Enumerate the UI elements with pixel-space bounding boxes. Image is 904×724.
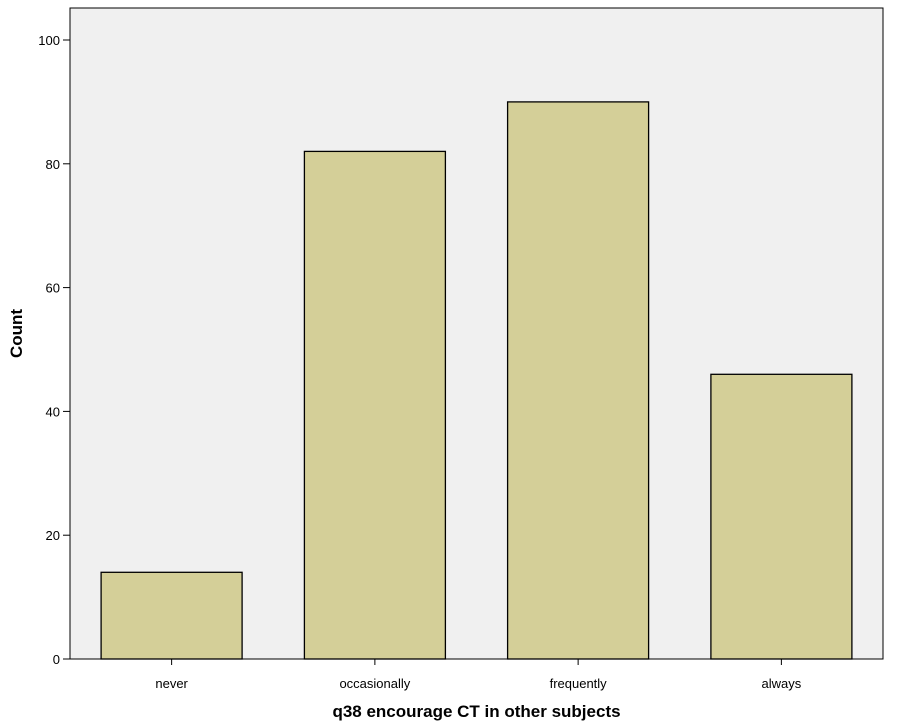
bar-always [710, 373, 853, 660]
x-tick-label-occasionally: occasionally [339, 676, 410, 691]
y-tick-label: 0 [53, 652, 60, 667]
bar-never [100, 571, 243, 660]
y-tick-label: 60 [46, 281, 60, 296]
x-tick-label-never: never [155, 676, 188, 691]
bar-occasionally [303, 150, 447, 660]
bars-group [100, 101, 853, 660]
y-axis: 0 20 40 60 80 100 [38, 33, 70, 667]
x-axis: never occasionally frequently always [155, 659, 802, 691]
x-tick-label-always: always [762, 676, 802, 691]
y-tick-label: 80 [46, 157, 60, 172]
y-tick-label: 40 [46, 404, 60, 419]
y-tick-label: 100 [38, 33, 60, 48]
bar-frequently [506, 101, 650, 660]
x-tick-label-frequently: frequently [550, 676, 608, 691]
y-axis-title: Count [7, 309, 26, 358]
y-tick-label: 20 [46, 528, 60, 543]
x-axis-title: q38 encourage CT in other subjects [332, 702, 620, 721]
